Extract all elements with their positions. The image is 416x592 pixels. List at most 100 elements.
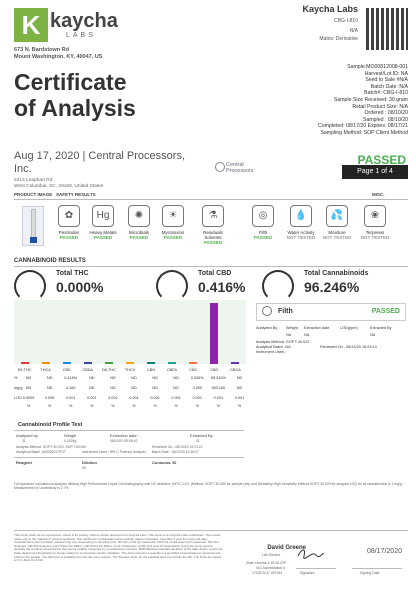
qr-code[interactable] xyxy=(366,8,408,50)
safety-label: Water Activity xyxy=(287,230,315,235)
bar-cbg xyxy=(210,303,219,364)
safety-status: PASSED xyxy=(129,235,149,240)
hg-icon: Hg xyxy=(92,205,114,227)
meta-line: Ordered : 08/10/20 xyxy=(364,110,408,117)
axis-label: CBDV xyxy=(166,368,178,372)
cbd-gauge-icon xyxy=(156,270,188,302)
table-cell-pct: ND xyxy=(173,376,179,380)
profile-extracted-by: Extracted By : xyxy=(190,433,215,438)
filth-method: Analysis Method -SOP.T.40.022 xyxy=(256,340,310,344)
safety-label: Filth xyxy=(258,230,268,235)
table-cell-lod: 0.001 xyxy=(87,396,97,400)
table-cell-lod: 0.001 xyxy=(171,396,181,400)
table-cell-pct: ND xyxy=(25,376,32,380)
safety-status: PASSED xyxy=(59,235,79,240)
cannabinoid-divider xyxy=(14,266,408,267)
iso-accreditation: ISO Accreditation # xyxy=(256,566,286,570)
safety-status: NOT TESTED xyxy=(322,235,352,240)
moisture-icon: 💦 xyxy=(326,205,348,227)
mg-row-label: mg/g xyxy=(14,386,23,390)
safety-status: PASSED xyxy=(203,240,223,245)
profile-extracted-val: 31 xyxy=(196,439,200,443)
axis-label: CBN xyxy=(147,368,156,372)
safety-status: NOT TESTED xyxy=(286,235,316,240)
signature-line xyxy=(296,568,336,569)
filth-lod: LOD(ppm) xyxy=(340,326,358,330)
sample-matrix: Matrix: Derivative xyxy=(319,36,358,42)
processor-address-1: 2413 Leaphart Rd xyxy=(14,178,53,183)
table-cell-unit: % xyxy=(216,404,221,408)
table-cell-mg: ND xyxy=(25,386,32,390)
profile-divider xyxy=(14,430,244,431)
title-line1: Certificate xyxy=(14,69,127,95)
product-cap xyxy=(30,237,37,243)
kaycha-logo-mark: K xyxy=(14,8,48,42)
profile-extraction-val: 08/10/20 09:08:42 xyxy=(110,439,138,443)
signature-label: Signature xyxy=(300,571,315,575)
safety-label: Residuals Solvents xyxy=(203,230,223,240)
filth-extracted-na: NA xyxy=(370,333,376,337)
product-image xyxy=(22,206,44,246)
bar-cbc xyxy=(189,362,198,364)
meta-line: Batch Date :N/A xyxy=(370,83,408,90)
table-cell-unit: % xyxy=(90,404,94,408)
meta-line: Sample:MO00812008-001 xyxy=(347,64,408,70)
central-processors-icon xyxy=(215,162,225,172)
signature-scribble xyxy=(296,546,326,560)
footer-divider xyxy=(14,530,408,531)
reagent-divider xyxy=(14,457,244,458)
table-cell-pct: ND xyxy=(89,376,95,380)
filth-extracted-by: Extracted By xyxy=(370,326,392,330)
axis-label: D9-THC xyxy=(17,368,32,372)
filth-batch: Analytical Batch -NA xyxy=(256,345,291,349)
central-processors-logo: Central Processors xyxy=(226,162,254,174)
dilution-header: Dilution xyxy=(82,460,97,465)
bar-cbn xyxy=(147,362,156,364)
axis-label: CBD xyxy=(62,368,71,372)
water-icon: 💧 xyxy=(290,205,312,227)
safety-status: PASSED xyxy=(163,235,183,240)
table-cell-mg: 953.160 xyxy=(211,386,226,390)
table-cell-unit: % xyxy=(47,404,52,408)
table-cell-unit: % xyxy=(153,404,157,408)
safety-item: ◎ Filth PASSED xyxy=(248,205,278,240)
table-cell-mg: 4.160 xyxy=(65,386,76,390)
table-cell-mg: ND xyxy=(89,386,95,390)
filth-reviewed: Reviewed On - 08/14/20 15:23:14 xyxy=(320,345,377,349)
filth-extraction-date: Extraction date xyxy=(304,326,330,330)
filth-status: PASSED xyxy=(371,308,400,315)
safety-item: ❀ Terpenes NOT TESTED xyxy=(360,205,390,240)
signing-date-label: Signing Date xyxy=(360,571,380,575)
meta-line: Retail Product Size: N/A xyxy=(352,103,408,110)
filth-instrument: Instrument Used : xyxy=(256,350,286,354)
table-cell-lod: 0.001 xyxy=(65,396,76,400)
axis-label: CBGA xyxy=(230,368,241,372)
safety-label: Pesticides xyxy=(58,230,80,235)
table-cell-mg: ND xyxy=(131,386,137,390)
terpene-icon: ❀ xyxy=(364,205,386,227)
profile-batch: Analytical Batch -MO000017POT xyxy=(16,450,66,454)
page-indicator: Page 1 of 4 xyxy=(342,165,408,179)
overall-status: PASSED xyxy=(357,153,406,167)
table-cell-pct: ND xyxy=(131,376,137,380)
axis-label: CBC xyxy=(189,368,198,372)
meta-line: Seed to Sale #N/A xyxy=(365,77,408,84)
director-name: David Greene xyxy=(267,545,306,551)
profile-reviewed: Reviewed On - 08/13/20 15:21:21 xyxy=(152,445,203,449)
table-cell-unit: % xyxy=(195,404,199,408)
safety-item: ⚗ Residuals Solvents PASSED xyxy=(198,205,228,245)
title-line2: of Analysis xyxy=(14,95,136,121)
consums-header: Consums. ID xyxy=(152,460,177,465)
table-cell-unit: % xyxy=(174,404,178,408)
bar-thca xyxy=(41,362,50,364)
total-thc-label: Total THC xyxy=(56,270,89,277)
table-cell-unit: % xyxy=(111,404,115,408)
lab-name: Kaycha Labs xyxy=(302,4,358,14)
report-date-line: Aug 17, 2020 | Central Processors, Inc. xyxy=(14,150,186,175)
bar-cbga xyxy=(231,362,240,364)
kaycha-logo-text: kaycha xyxy=(50,10,118,32)
bar-cbda xyxy=(83,362,92,364)
filth-icon xyxy=(262,306,272,316)
sample-meta: Sample:MO00812008-001 Harvest/Lot ID: NA… xyxy=(318,64,408,137)
table-cell-mg: ND xyxy=(152,386,158,390)
